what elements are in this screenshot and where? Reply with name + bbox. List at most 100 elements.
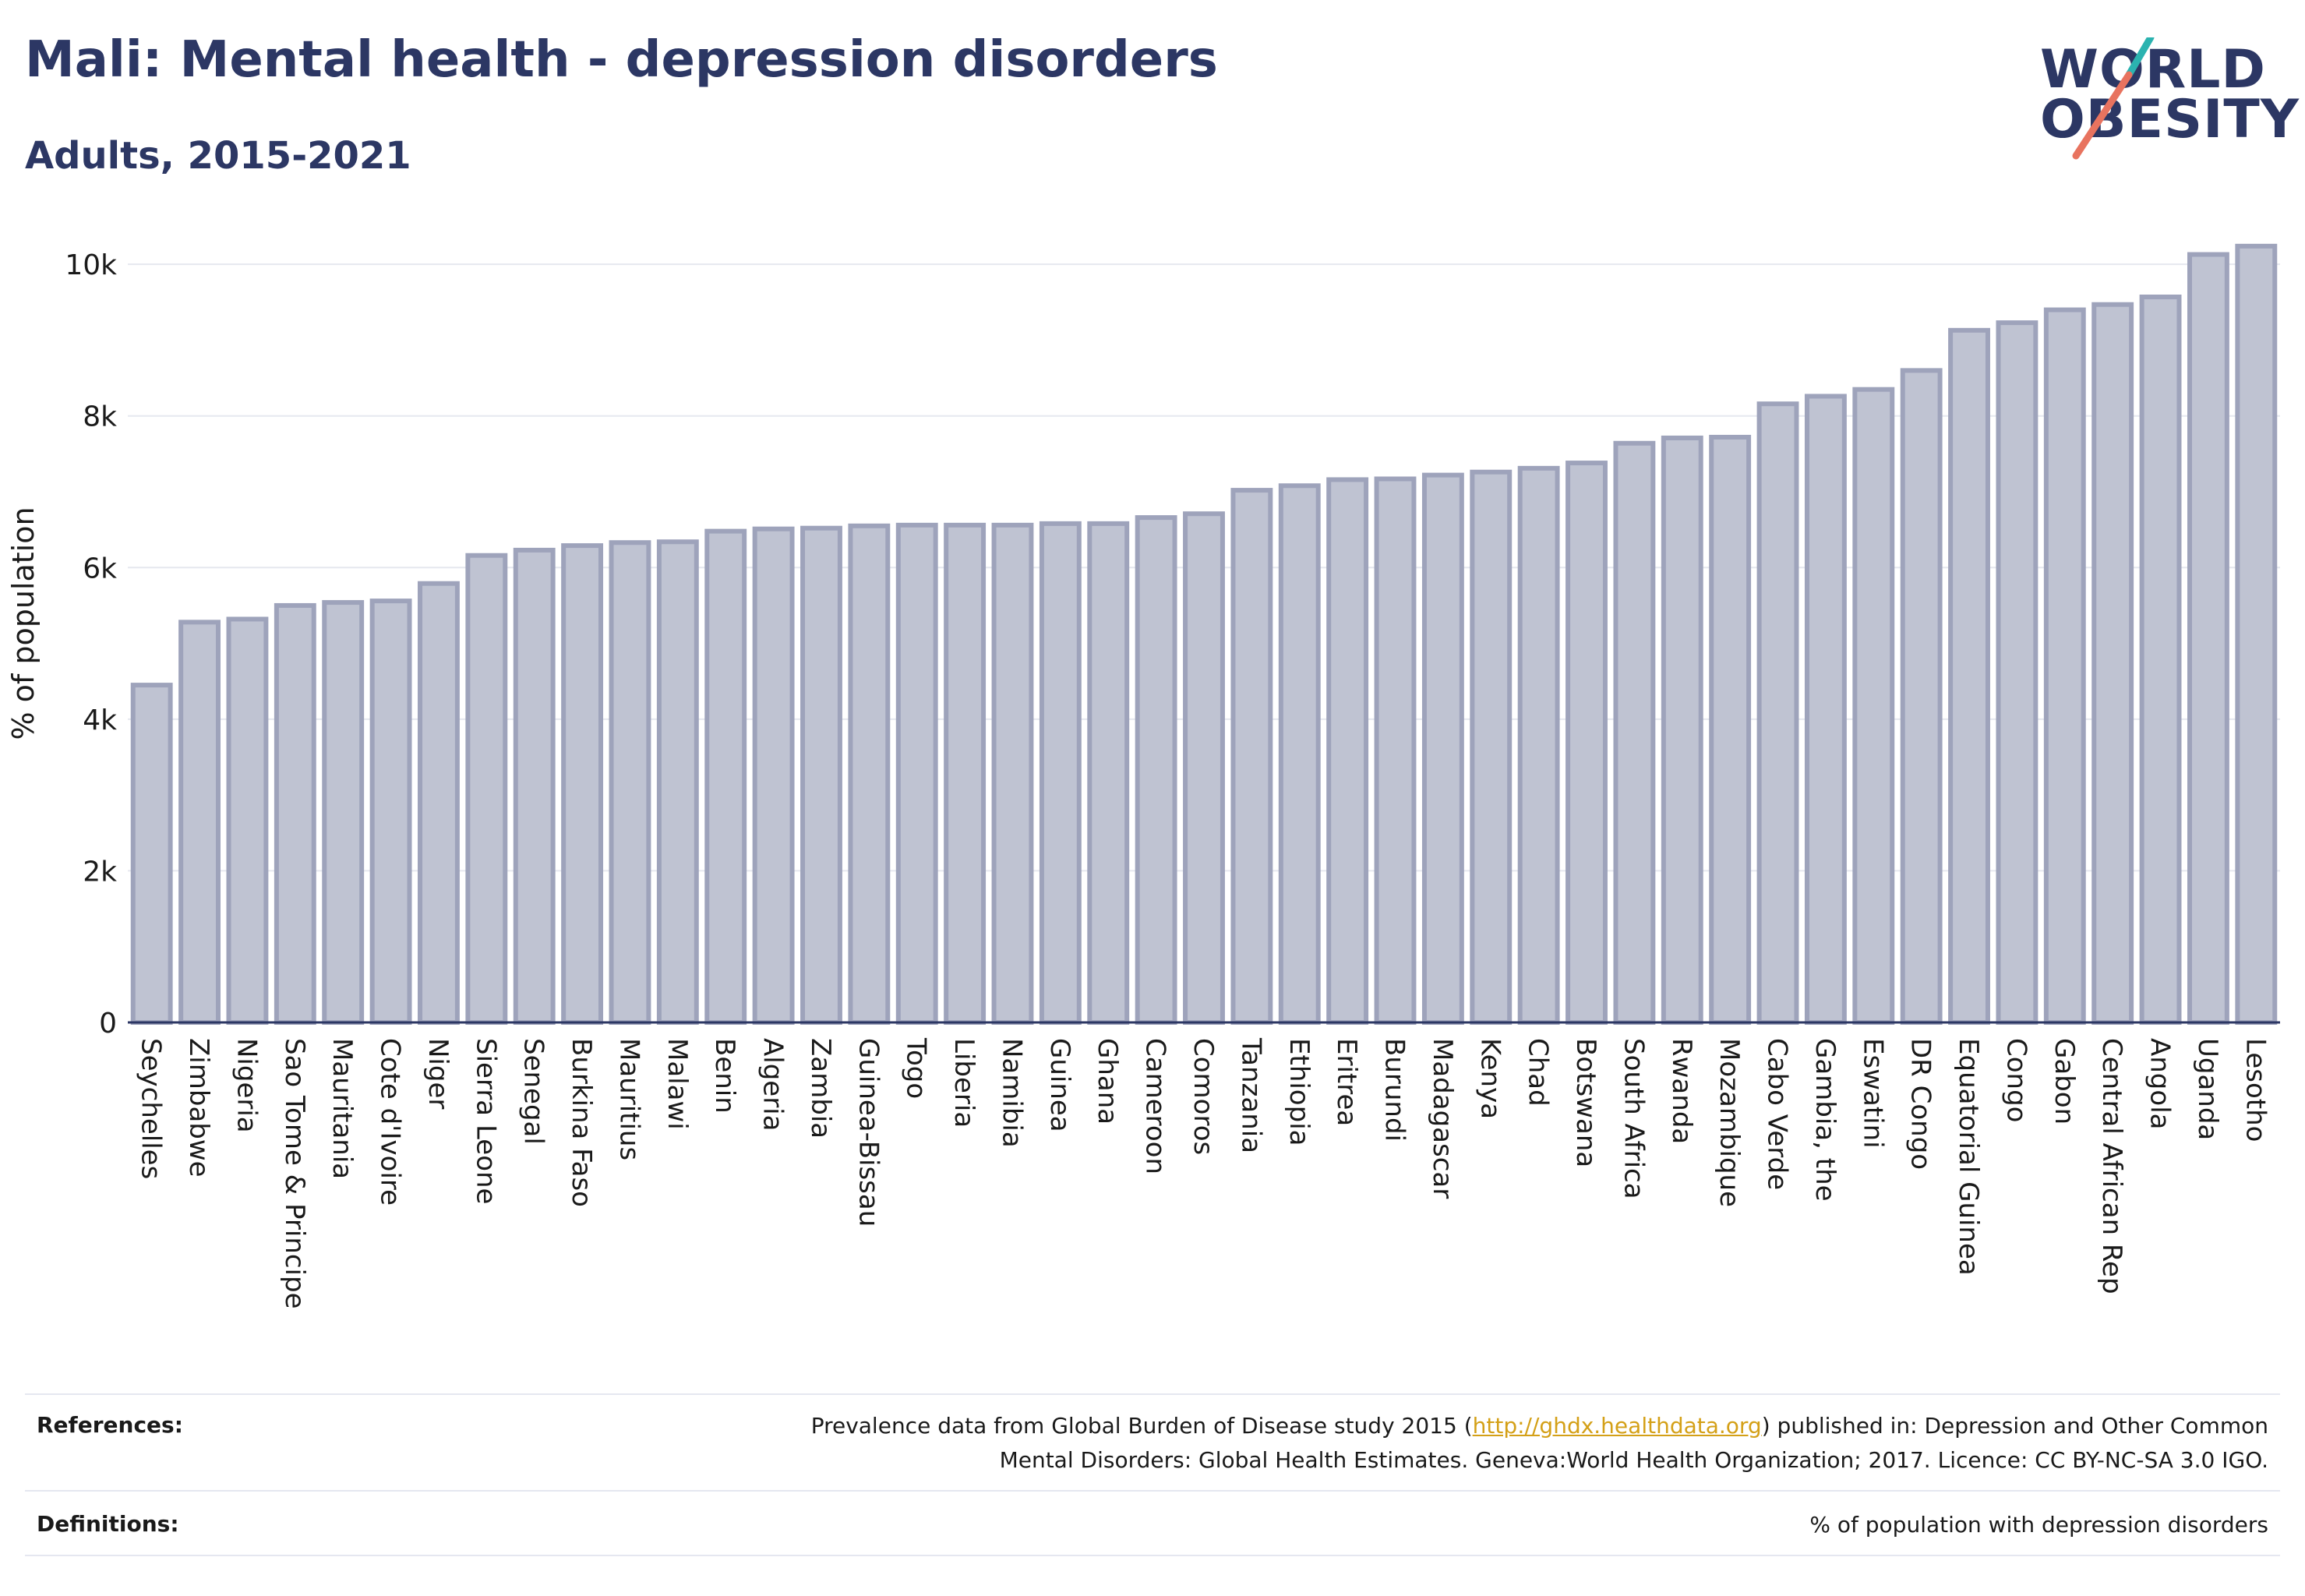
x-tick-label: Sao Tome & Principe [279, 1038, 310, 1309]
x-tick-label: Benin [709, 1038, 740, 1114]
bar [513, 547, 556, 1025]
x-tick-label: Algeria [757, 1038, 789, 1131]
x-tick-label: Chad [1523, 1038, 1554, 1107]
bar [704, 528, 747, 1025]
footer-divider-middle [25, 1490, 2280, 1492]
bar [322, 600, 365, 1025]
footer-divider-top [25, 1393, 2280, 1395]
x-tick-label: Malawi [662, 1038, 693, 1130]
x-tick-label: Sierra Leone [470, 1038, 501, 1204]
bar [2187, 252, 2229, 1026]
bar [1421, 472, 1464, 1025]
x-tick-label: Kenya [1474, 1038, 1505, 1119]
x-tick-label: Botswana [1570, 1038, 1601, 1167]
bar [1804, 394, 1847, 1026]
bar [178, 620, 221, 1025]
x-tick-label: Madagascar [1427, 1038, 1458, 1199]
x-tick-label: Congo [2000, 1038, 2031, 1122]
bar [465, 553, 508, 1026]
bar [609, 540, 651, 1025]
logo-slash-icon [2072, 37, 2155, 160]
bar [1039, 521, 1082, 1025]
bar [944, 522, 987, 1025]
x-tick-label: Guinea-Bissau [852, 1038, 884, 1227]
definitions-row: Definitions: % of population with depres… [25, 1508, 2280, 1547]
bar [1613, 440, 1656, 1025]
y-tick-label: 10k [65, 249, 117, 281]
x-tick-label: Mauritania [327, 1038, 358, 1179]
x-tick-label: Zimbabwe [183, 1038, 214, 1178]
bar [1900, 368, 1943, 1025]
x-tick-label: Eswatini [1857, 1038, 1888, 1149]
x-tick-label: Comoros [1188, 1038, 1219, 1155]
bar [369, 598, 412, 1025]
bar-chart: 0 2k 4k 6k 8k 10k Seychelles Zimbabwe Nigeria Sao… [65, 243, 2280, 1309]
bar [1996, 320, 2038, 1026]
x-tick-label: Namibia [996, 1038, 1027, 1148]
x-tick-label: Senegal [518, 1038, 549, 1145]
x-tick-label: Cameroon [1140, 1038, 1171, 1174]
bar [1756, 401, 1799, 1026]
chart-title: Mali: Mental health - depression disorde… [25, 31, 1218, 89]
bar [1183, 511, 1225, 1025]
footer-divider-bottom [25, 1555, 2280, 1556]
x-tick-label: Ethiopia [1283, 1038, 1315, 1146]
x-tick-label: Mozambique [1714, 1038, 1745, 1207]
bar [2091, 302, 2134, 1025]
x-tick-label: Rwanda [1666, 1038, 1697, 1144]
bar [1517, 465, 1560, 1026]
references-link[interactable]: http://ghdx.healthdata.org [1472, 1413, 1762, 1439]
bar [800, 525, 842, 1026]
bar [752, 526, 795, 1025]
references-text-post: ) published in: Depression and Other Com… [1761, 1413, 2268, 1439]
bar [226, 616, 269, 1025]
logo-text-world: WORLD [2040, 39, 2266, 101]
definitions-label: Definitions: [37, 1511, 179, 1537]
bar [656, 539, 699, 1026]
x-tick-label: Niger [422, 1038, 454, 1109]
x-tick-label: Burkina Faso [566, 1038, 597, 1207]
x-tick-label: Gabon [2049, 1038, 2080, 1125]
bar [1374, 476, 1417, 1025]
bar [130, 683, 173, 1026]
references-label: References: [37, 1412, 183, 1438]
x-tick-label: Lesotho [2240, 1038, 2271, 1142]
references-text: Prevalence data from Global Burden of Di… [811, 1409, 2268, 1478]
bar [561, 543, 604, 1026]
logo-text-obesity: OBESITY [2040, 89, 2300, 150]
bar [1852, 387, 1895, 1025]
x-tick-label: Seychelles [136, 1038, 167, 1179]
bar [1230, 488, 1273, 1025]
definitions-text: % of population with depression disorder… [1809, 1512, 2268, 1538]
x-tick-label: Equatorial Guinea [1953, 1038, 1984, 1276]
x-tick-label: Zambia [805, 1038, 836, 1139]
bar [1278, 483, 1321, 1026]
x-tick-label: Burundi [1379, 1038, 1410, 1142]
y-tick-label: 0 [99, 1008, 117, 1040]
bar [1709, 434, 1752, 1026]
bar [1470, 469, 1513, 1026]
x-tick-label: Nigeria [231, 1038, 262, 1133]
bar [1948, 327, 1990, 1026]
bar [1661, 435, 1703, 1025]
bar [2139, 295, 2182, 1025]
x-tick-label: Tanzania [1235, 1037, 1266, 1153]
bar [2235, 243, 2278, 1025]
bar [1135, 515, 1177, 1025]
x-tick-label: Liberia [948, 1038, 980, 1128]
bar [991, 522, 1034, 1025]
x-tick-label: Ghana [1092, 1038, 1123, 1125]
y-tick-label: 6k [83, 553, 117, 584]
bar [895, 522, 938, 1025]
y-tick-label: 4k [83, 704, 117, 736]
references-row: References: Prevalence data from Global … [25, 1409, 2280, 1495]
references-text-line2: Mental Disorders: Global Health Estimate… [999, 1447, 2268, 1473]
x-tick-label: Central African Rep [2096, 1038, 2127, 1294]
bar [1565, 461, 1608, 1025]
y-tick-label: 8k [83, 401, 117, 433]
bar [1326, 477, 1369, 1026]
x-tick-label: DR Congo [1905, 1038, 1936, 1170]
x-tick-label: Guinea [1044, 1038, 1075, 1132]
bar [418, 581, 460, 1025]
x-tick-label: South Africa [1618, 1038, 1649, 1199]
